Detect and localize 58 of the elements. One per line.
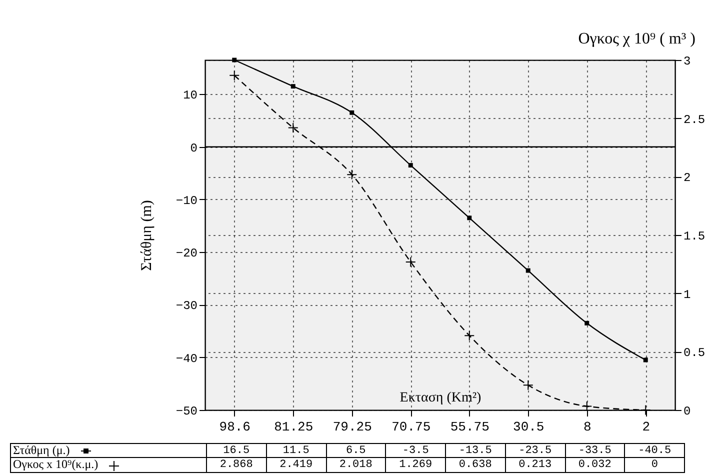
data-label: 2.018	[326, 458, 386, 472]
data-label: 0.032	[565, 458, 625, 472]
x-tick-label: 8	[583, 420, 592, 434]
x-tick-label: 55.75	[450, 420, 490, 434]
point	[640, 404, 651, 416]
data-label: 2.868	[206, 458, 266, 472]
y2-tick-label: 2	[684, 171, 691, 186]
y-tick-label: −30	[176, 299, 198, 314]
x-axis-title: Εκταση (Km²)	[400, 390, 482, 406]
y-tick-label: −20	[176, 246, 198, 261]
point	[526, 268, 530, 273]
legend-label: Στάθμη (μ.)	[13, 443, 70, 457]
x-tick-label: 98.6	[219, 420, 250, 434]
point	[350, 110, 354, 115]
y2-tick-label: 1.5	[684, 230, 706, 244]
y-axis-title: Στάθμη (m)	[138, 200, 155, 271]
y2-tick-label: 3	[684, 54, 691, 68]
y-tick-label: −40	[176, 352, 198, 366]
data-label: 0.213	[505, 458, 565, 472]
point	[288, 122, 298, 134]
data-label: -3.5	[386, 444, 446, 458]
y2-tick-label: 2.5	[684, 112, 706, 127]
point	[405, 256, 416, 268]
x-tick-label: 79.25	[332, 420, 372, 434]
y-tick-label: 0	[190, 141, 198, 156]
y2-tick-label: 0.5	[684, 346, 706, 360]
y2-tick-label: 0	[684, 404, 691, 418]
y-tick-label: −10	[176, 194, 198, 208]
data-label: 6.5	[326, 444, 386, 458]
x-tick-label: 2	[642, 420, 650, 434]
x-tick-label: 70.75	[392, 420, 431, 434]
point	[229, 70, 240, 81]
data-label: -33.5	[565, 444, 625, 458]
y2-axis-title: Ογκος χ 10⁹ ( m³ )	[578, 30, 696, 48]
point	[584, 320, 590, 326]
x-tick-label: 30.5	[513, 420, 544, 434]
data-label: 0	[624, 458, 684, 472]
y2-tick-label: 1	[684, 288, 691, 302]
point	[467, 216, 472, 220]
point	[408, 163, 413, 168]
y-tick-label: −50	[176, 404, 198, 418]
data-label: -40.5	[624, 444, 684, 458]
point	[522, 380, 534, 390]
data-label: 0.638	[446, 458, 506, 472]
point	[232, 58, 237, 62]
point	[346, 169, 358, 180]
data-label: -13.5	[446, 444, 506, 458]
legend-label: Ογκος x 10⁹(κ.μ.)	[13, 457, 98, 472]
data-label: 1.269	[386, 458, 446, 472]
data-label: -23.5	[505, 444, 565, 458]
data-label: 2.419	[266, 458, 326, 472]
data-label: 11.5	[266, 444, 326, 458]
y-tick-label: 10	[183, 88, 198, 103]
point	[464, 330, 475, 341]
point	[643, 358, 648, 362]
point	[290, 84, 296, 89]
data-label: 16.5	[206, 444, 266, 458]
x-tick-label: 81.25	[274, 420, 314, 434]
